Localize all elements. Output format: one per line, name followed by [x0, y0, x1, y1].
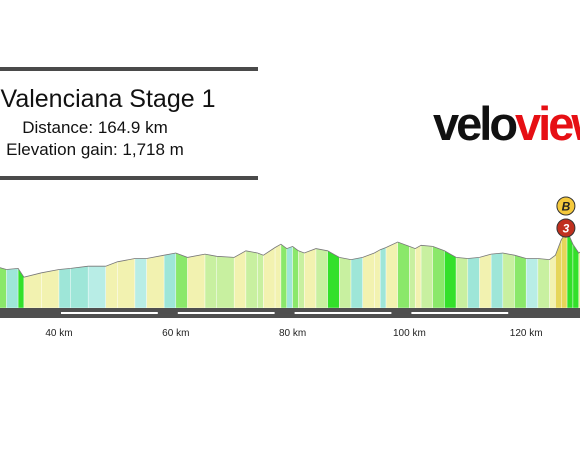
profile-segment	[315, 248, 328, 309]
profile-segment	[274, 243, 282, 309]
profile-segment	[17, 267, 25, 309]
profile-outline	[0, 230, 580, 278]
profile-segment	[397, 241, 410, 309]
profile-segment	[409, 246, 416, 309]
axis-segment	[411, 312, 509, 314]
x-tick-label: 80 km	[279, 328, 306, 339]
profile-segment	[514, 254, 527, 309]
profile-segment	[467, 257, 480, 309]
profile-segment	[385, 241, 398, 309]
distance-axis-bar	[0, 308, 580, 318]
profile-segment	[380, 247, 387, 309]
profile-segment	[374, 249, 381, 309]
profile-segment	[134, 258, 147, 309]
profile-segment	[455, 257, 468, 309]
title-rule-top	[0, 67, 258, 71]
profile-segment	[105, 261, 118, 309]
x-tick-label: 40 km	[45, 328, 72, 339]
profile-segment	[146, 254, 165, 309]
profile-segment	[117, 258, 136, 309]
profile-segment	[41, 269, 60, 309]
axis-segment	[177, 312, 275, 314]
profile-segment	[233, 250, 247, 309]
profile-segment	[444, 250, 457, 309]
profile-segment	[204, 253, 217, 309]
profile-segment	[163, 252, 177, 309]
profile-segment	[537, 258, 550, 309]
profile-segment	[263, 247, 276, 309]
profile-segment	[490, 252, 504, 309]
profile-segment	[479, 253, 492, 309]
profile-segment	[502, 252, 515, 309]
distance-stat: Distance: 164.9 km	[22, 118, 168, 137]
x-tick-label: 120 km	[510, 328, 543, 339]
logo-part-velo: velo	[433, 97, 518, 150]
profile-segment	[280, 243, 287, 309]
bonus-sprint-label: B	[562, 200, 571, 214]
stage-title: Valenciana Stage 1	[0, 85, 216, 113]
elevation-gain-stat: Elevation gain: 1,718 m	[6, 140, 184, 159]
profile-segment	[257, 252, 264, 309]
profile-segment	[526, 258, 539, 309]
x-tick-label: 60 km	[162, 328, 189, 339]
profile-segment	[549, 254, 556, 309]
profile-segment	[87, 265, 106, 309]
profile-segment	[339, 257, 352, 309]
profile-segment	[432, 246, 445, 309]
profile-segment	[561, 230, 568, 309]
profile-segment	[175, 252, 188, 309]
profile-segment	[245, 250, 258, 309]
elevation-profile-chart: 40 km 60 km 80 km 100 km 120 km B3	[0, 196, 580, 339]
profile-segment	[216, 256, 235, 309]
profile-segment	[327, 250, 340, 309]
logo-part-view: view	[515, 97, 580, 150]
x-tick-label: 100 km	[393, 328, 426, 339]
profile-segment	[286, 246, 293, 309]
climb-category-badge	[556, 218, 576, 238]
title-block: Valenciana Stage 1 Distance: 164.9 km El…	[0, 0, 580, 200]
profile-segment	[187, 253, 206, 309]
axis-segment	[294, 312, 392, 314]
profile-segment	[0, 267, 7, 309]
profile-segment	[70, 265, 89, 309]
climb-markers: B3	[556, 196, 576, 238]
profile-segment	[23, 272, 42, 309]
profile-segment	[572, 243, 579, 309]
distance-ticks: 40 km 60 km 80 km 100 km 120 km	[45, 312, 543, 339]
profile-segment	[292, 245, 299, 309]
veloview-logo: veloview	[433, 96, 580, 152]
profile-segment	[350, 257, 363, 309]
profile-segment	[298, 250, 305, 309]
profile-segment	[555, 239, 562, 309]
profile-segment	[6, 268, 19, 309]
profile-segment	[420, 245, 433, 309]
profile-segment	[415, 244, 422, 309]
bonus-sprint-badge	[556, 196, 576, 216]
title-rule-bottom	[0, 176, 258, 180]
profile-segment	[58, 268, 71, 309]
profile-segment	[362, 252, 375, 309]
profile-segment	[304, 248, 317, 309]
climb-category-label: 3	[563, 222, 570, 236]
axis-segment	[61, 312, 158, 314]
profile-stripes	[0, 230, 580, 309]
